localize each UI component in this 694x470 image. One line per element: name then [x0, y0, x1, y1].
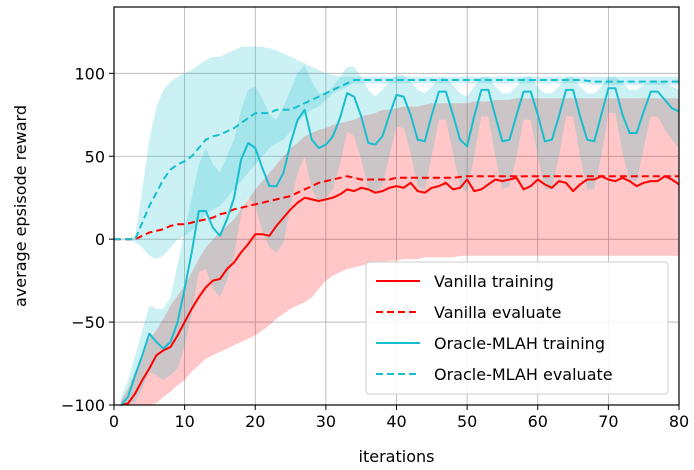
x-tick-label: 60: [528, 412, 548, 431]
vanilla-training-band: [121, 98, 680, 405]
legend: Vanilla training Vanilla evaluate Oracle-M…: [365, 261, 669, 395]
x-axis-label: iterations: [359, 447, 435, 466]
y-axis-label: average epsisode reward: [11, 105, 30, 307]
oracle-mlah-training-band: [121, 65, 680, 405]
legend-label: Oracle-MLAH evaluate: [434, 365, 613, 384]
y-tick-label: 100: [74, 64, 105, 83]
grid: [113, 7, 680, 406]
confidence-bands: [114, 46, 680, 405]
vanilla-evaluate-line: [114, 175, 679, 241]
axis-ticks: 0 10 20 30 40 50 60 70 80 −100 −50 0 50 100: [61, 64, 689, 431]
y-tick-label: 50: [85, 147, 105, 166]
x-tick-label: 10: [174, 412, 194, 431]
x-tick-label: 40: [386, 412, 406, 431]
x-tick-label: 70: [598, 412, 618, 431]
x-tick-label: 50: [457, 412, 477, 431]
legend-box: [365, 261, 669, 395]
oracle-mlah-evaluate-line: [114, 79, 679, 241]
y-tick-label: 0: [95, 230, 105, 249]
legend-label: Vanilla evaluate: [434, 303, 562, 322]
y-tick-label: −50: [71, 313, 105, 332]
oracle-mlah-evaluate-band: [114, 46, 679, 260]
x-tick-label: 80: [669, 412, 689, 431]
legend-label: Oracle-MLAH training: [434, 334, 605, 353]
x-tick-label: 30: [316, 412, 336, 431]
vanilla-training-line: [120, 175, 680, 406]
x-tick-label: 0: [109, 412, 119, 431]
y-tick-label: −100: [61, 396, 105, 415]
x-tick-label: 20: [245, 412, 265, 431]
series-lines: [114, 79, 680, 406]
oracle-mlah-training-line: [120, 87, 680, 406]
legend-label: Vanilla training: [434, 272, 554, 291]
